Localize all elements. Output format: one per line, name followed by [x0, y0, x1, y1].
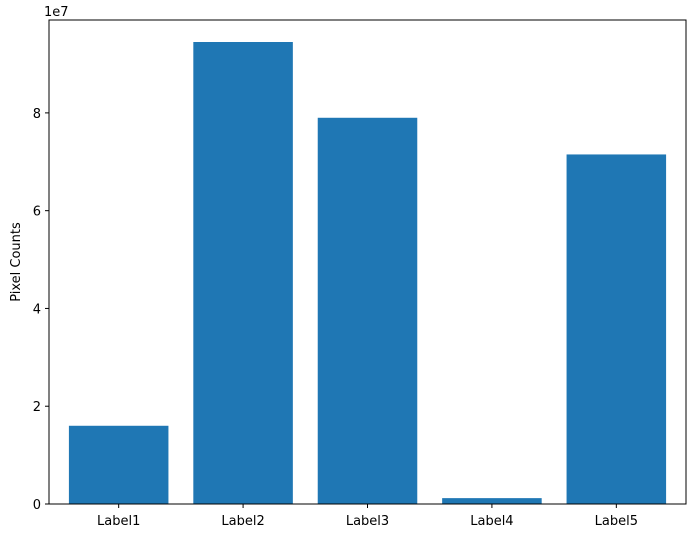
- x-tick-label: Label3: [346, 514, 389, 529]
- x-tick-label: Label5: [595, 514, 638, 529]
- y-axis-offset-label: 1e7: [44, 5, 69, 20]
- bar-label4: [442, 498, 542, 504]
- y-axis-label: Pixel Counts: [9, 222, 24, 302]
- bar-label1: [68, 425, 169, 504]
- bars-layer: [68, 42, 667, 505]
- x-tick-label: Label4: [470, 514, 513, 529]
- x-tick-label: Label2: [221, 514, 264, 529]
- y-tick-label: 4: [33, 302, 41, 317]
- bar-label5: [566, 154, 667, 504]
- x-axis-ticks: Label1 Label2 Label3 Label4 Label5: [97, 504, 638, 529]
- x-tick-label: Label1: [97, 514, 140, 529]
- y-tick-label: 6: [33, 205, 41, 220]
- bar-label3: [317, 117, 418, 505]
- y-tick-label: 8: [33, 107, 41, 122]
- bar-label2: [193, 42, 293, 504]
- y-tick-label: 0: [33, 498, 41, 513]
- y-tick-label: 2: [33, 400, 41, 415]
- y-axis-ticks: 0 2 4 6 8: [33, 107, 49, 513]
- plot-frame: [48, 19, 687, 505]
